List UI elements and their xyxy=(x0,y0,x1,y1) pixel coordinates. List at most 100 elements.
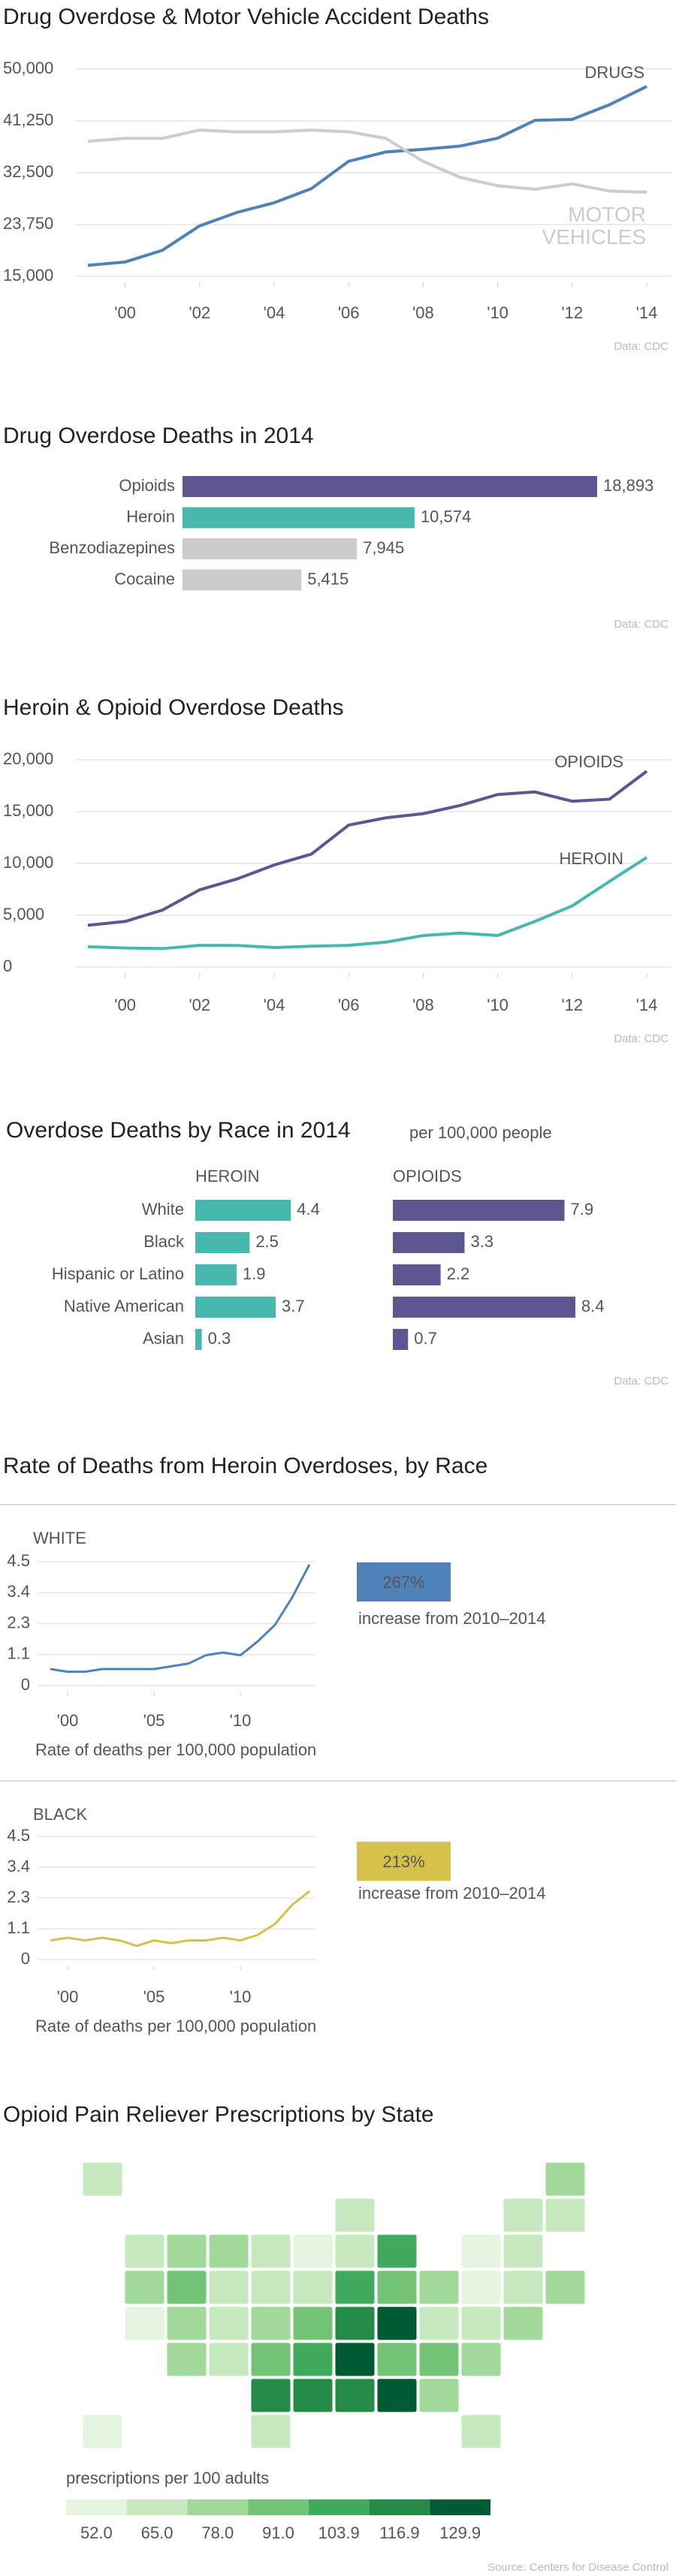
x-tick-label: '06 xyxy=(338,303,360,322)
callout-box xyxy=(357,1562,451,1601)
bar xyxy=(393,1264,441,1285)
x-axis-caption: Rate of deaths per 100,000 population xyxy=(35,1740,316,1759)
x-tick-label: '06 xyxy=(338,996,360,1014)
legend-swatch xyxy=(66,2499,127,2515)
category-label: Native American xyxy=(64,1297,184,1315)
x-tick-label: '08 xyxy=(412,303,434,322)
state xyxy=(418,2306,460,2341)
state xyxy=(250,2342,291,2377)
y-tick-label: 20,000 xyxy=(3,749,53,768)
chart-title: Heroin & Opioid Overdose Deaths xyxy=(3,695,344,720)
bar xyxy=(183,507,415,529)
legend-swatch xyxy=(187,2499,249,2515)
category-label: Black xyxy=(143,1232,185,1251)
state xyxy=(460,2306,502,2341)
x-tick-label: '12 xyxy=(561,996,583,1014)
value-label: 3.3 xyxy=(470,1232,493,1251)
subtitle: per 100,000 people xyxy=(409,1123,552,1142)
y-tick-label: 1.1 xyxy=(7,1918,30,1937)
x-tick-label: '14 xyxy=(636,996,658,1014)
series-label: HEROIN xyxy=(559,849,623,868)
state xyxy=(334,2378,376,2413)
state xyxy=(334,2270,376,2305)
category-label: Heroin xyxy=(126,507,175,526)
bar xyxy=(195,1200,291,1221)
x-tick-label: '00 xyxy=(57,1987,79,2006)
callout-label: 267% xyxy=(382,1573,424,1592)
y-tick-label: 50,000 xyxy=(3,59,53,77)
y-tick-label: 0 xyxy=(21,1675,30,1694)
y-tick-label: 15,000 xyxy=(3,801,53,820)
value-label: 8.4 xyxy=(581,1297,605,1315)
y-tick-label: 0 xyxy=(3,957,12,975)
y-tick-label: 0 xyxy=(21,1949,30,1968)
category-label: Asian xyxy=(143,1329,184,1348)
callout-label: 213% xyxy=(382,1852,424,1871)
state xyxy=(418,2378,460,2413)
state xyxy=(250,2270,291,2305)
chart-title: Rate of Deaths from Heroin Overdoses, by… xyxy=(3,1454,487,1478)
state xyxy=(502,2270,544,2305)
y-tick-label: 1.1 xyxy=(7,1644,30,1663)
legend-swatch xyxy=(126,2499,188,2515)
note: Data: CDC xyxy=(614,340,668,353)
legend-title: prescriptions per 100 adults xyxy=(66,2469,269,2487)
state xyxy=(208,2342,249,2377)
chart-title: Opioid Pain Reliever Prescriptions by St… xyxy=(3,2102,434,2127)
state xyxy=(250,2378,291,2413)
category-label: Cocaine xyxy=(114,569,175,588)
state xyxy=(292,2342,333,2377)
legend-label: 78.0 xyxy=(201,2523,234,2542)
bar xyxy=(195,1329,202,1350)
callout-text: increase from 2010–2014 xyxy=(358,1884,546,1903)
state xyxy=(376,2306,418,2341)
value-label: 0.7 xyxy=(414,1329,437,1348)
state xyxy=(166,2342,207,2377)
note: Data: CDC xyxy=(614,1032,668,1045)
y-tick-label: 4.5 xyxy=(7,1826,30,1845)
state xyxy=(376,2378,418,2413)
state xyxy=(376,2270,418,2305)
series-line xyxy=(87,770,648,927)
value-label: 2.5 xyxy=(255,1232,279,1251)
y-tick-label: 4.5 xyxy=(7,1551,30,1570)
state xyxy=(545,2162,586,2197)
x-tick-label: '04 xyxy=(264,303,285,322)
y-tick-label: 3.4 xyxy=(7,1582,30,1601)
x-tick-label: '08 xyxy=(412,996,434,1014)
y-tick-label: 15,000 xyxy=(3,266,53,285)
value-label: 0.3 xyxy=(208,1329,231,1348)
state xyxy=(418,2270,460,2305)
state xyxy=(502,2198,544,2233)
legend-label: 65.0 xyxy=(141,2523,174,2542)
state xyxy=(292,2378,333,2413)
y-tick-label: 2.3 xyxy=(7,1888,30,1906)
chart-title: Drug Overdose Deaths in 2014 xyxy=(3,423,314,448)
value-label: 4.4 xyxy=(297,1200,320,1219)
value-label: 18,893 xyxy=(603,476,653,495)
value-label: 5,415 xyxy=(307,569,349,588)
state xyxy=(82,2162,123,2197)
y-tick-label: 10,000 xyxy=(3,853,53,872)
state xyxy=(334,2342,376,2377)
y-tick-label: 23,750 xyxy=(3,214,53,233)
x-tick-label: '14 xyxy=(636,303,658,322)
state xyxy=(166,2270,207,2305)
series-line xyxy=(50,1563,311,1674)
note: Data: CDC xyxy=(614,618,668,631)
x-tick-label: '00 xyxy=(114,996,136,1014)
state xyxy=(334,2306,376,2341)
state xyxy=(460,2270,502,2305)
category-label: Opioids xyxy=(119,476,175,495)
bar xyxy=(195,1232,250,1253)
legend-swatch xyxy=(248,2499,309,2515)
state xyxy=(460,2342,502,2377)
bar xyxy=(183,538,358,559)
source: Source: Centers for Disease Control xyxy=(487,2561,668,2574)
value-label: 10,574 xyxy=(421,507,471,526)
state xyxy=(502,2234,544,2269)
state xyxy=(250,2414,291,2449)
